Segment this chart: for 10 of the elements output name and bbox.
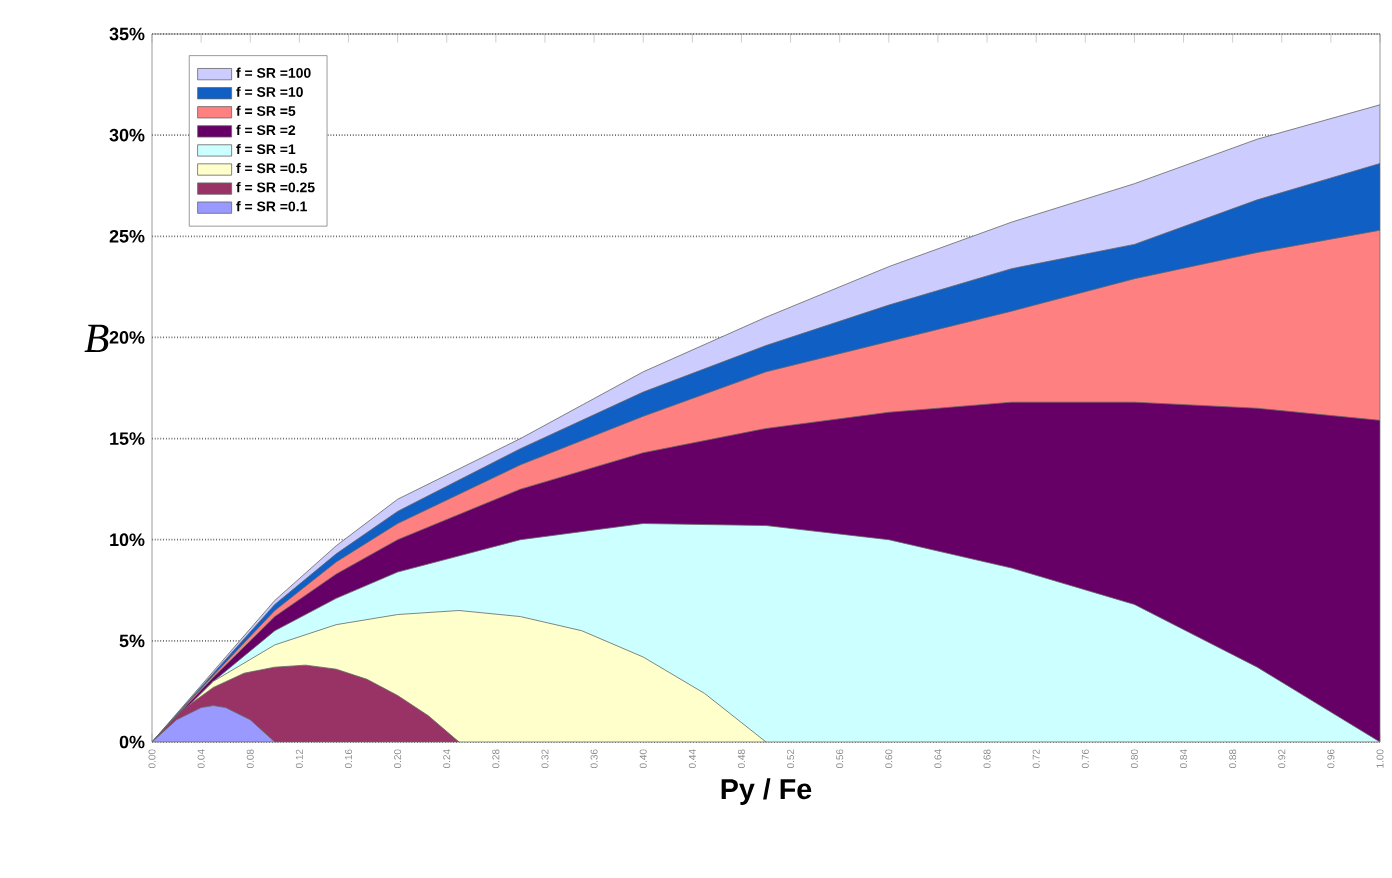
y-tick-label: 15%: [110, 432, 145, 445]
y-tick-label: 30%: [109, 128, 145, 142]
y-tick-label: 0%: [119, 735, 145, 749]
y-tick-label: 5%: [119, 634, 145, 648]
x-axis-title: Py / Fe: [721, 778, 812, 805]
y-tick-label: 35%: [109, 27, 145, 41]
y-tick-label: 25%: [109, 229, 145, 243]
y-tick-label: 20%: [109, 331, 145, 344]
y-tick-label: 10%: [110, 533, 145, 547]
y-axis-title: B: [84, 324, 109, 353]
